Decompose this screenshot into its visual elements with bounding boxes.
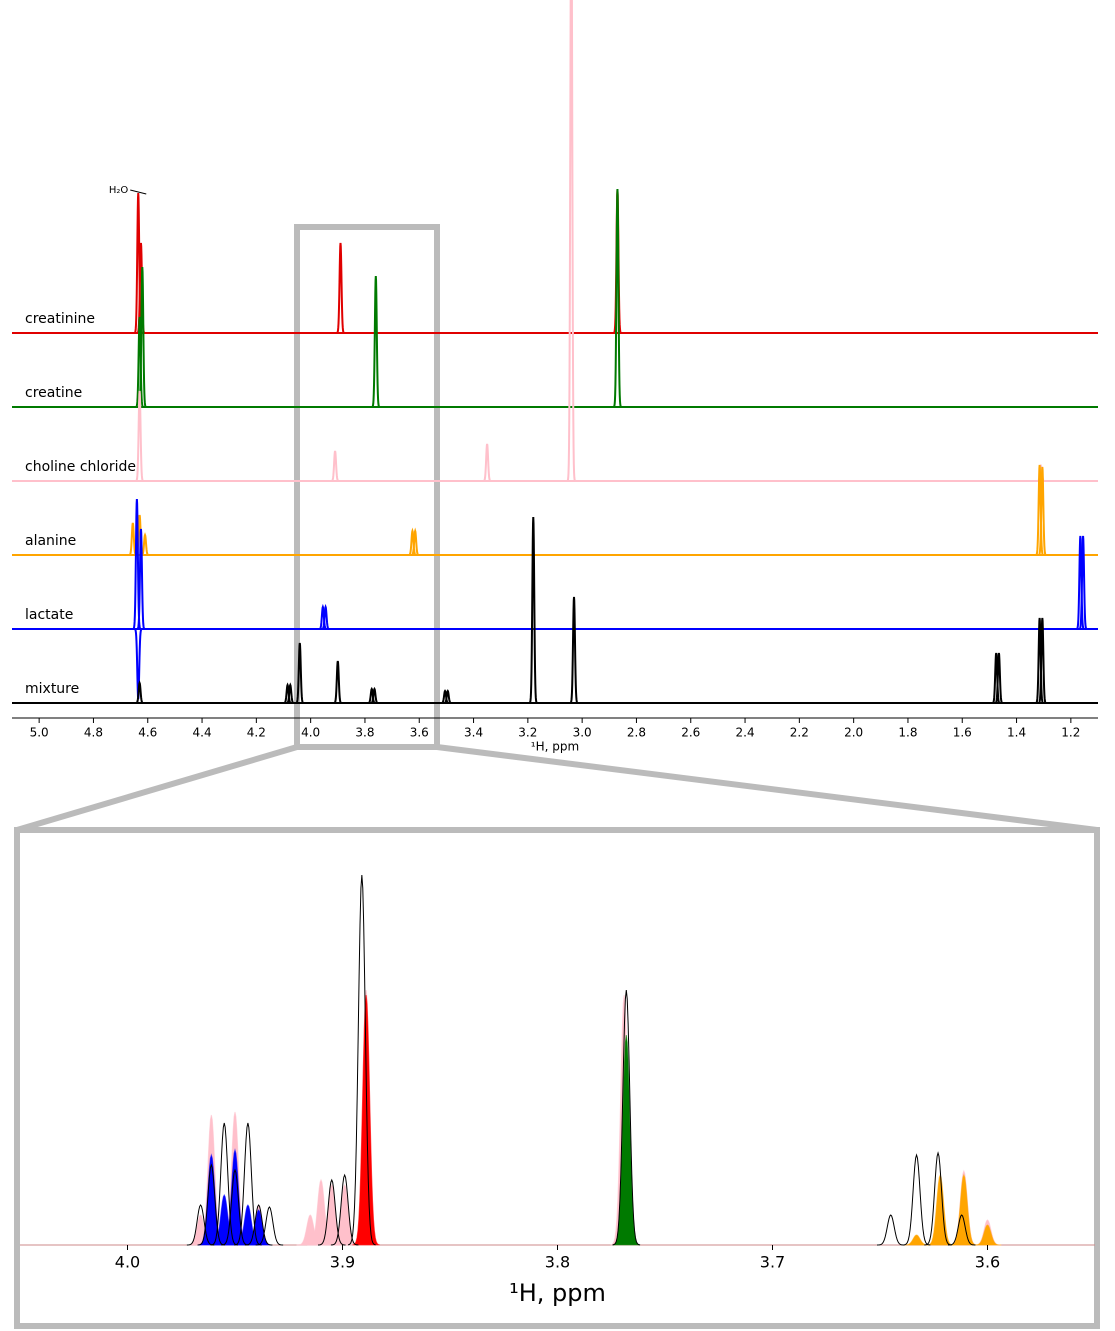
x-tick-label: 4.0 [301,726,320,740]
peak [569,596,579,704]
peak [367,686,376,704]
x-axis-label: ¹H, ppm [531,740,579,754]
peak [135,390,144,482]
peak [244,1204,273,1246]
x-tick-label: 3.9 [330,1253,355,1272]
peak [1038,617,1047,704]
x-tick-label: 3.0 [573,726,592,740]
peak [186,1204,215,1246]
peak [371,275,380,408]
peak [483,443,492,482]
peak [330,1173,359,1246]
peak [286,682,295,704]
x-tick-label: 2.6 [681,726,700,740]
peak [210,1122,239,1246]
x-tick-label: 5.0 [30,726,49,740]
peak [566,0,576,482]
peak [331,450,339,482]
peak [333,660,342,704]
peak [1035,617,1044,704]
trace-label: creatinine [25,311,95,327]
peak [221,1168,249,1246]
peak [443,689,452,704]
peak [352,994,380,1246]
peak [926,1173,954,1246]
peak [612,989,641,1246]
peak [994,652,1003,704]
peak [1078,535,1088,630]
peak [321,603,330,630]
x-tick-label: 4.4 [193,726,212,740]
peak [973,1224,1002,1246]
x-tick-label: 3.4 [464,726,483,740]
x-tick-label: 3.8 [545,1253,570,1272]
peak [135,316,144,408]
peak [255,1206,284,1246]
x-tick-label: 3.6 [410,726,429,740]
zoom-connector [436,744,1098,833]
annotation: H₂O [109,185,129,196]
trace-label: mixture [25,681,79,697]
peak [1038,466,1047,556]
x-tick-label: 2.0 [844,726,863,740]
peak [992,652,1001,704]
peak [411,527,420,556]
peak [197,1163,226,1246]
peak [902,1153,931,1246]
x-tick-label: 1.6 [953,726,972,740]
x-tick-label: 3.7 [760,1253,785,1272]
x-tick-label: 4.8 [84,726,103,740]
x-tick-label: 1.2 [1061,726,1080,740]
x-tick-label: 3.6 [975,1253,1000,1272]
x-tick-label: 2.4 [736,726,755,740]
zoom-region [294,224,440,750]
peak [1035,464,1044,556]
zoom-box [14,827,1100,1329]
x-tick-label: 4.0 [115,1253,140,1272]
peak [370,686,379,704]
peak [408,527,417,556]
peak [876,1214,905,1246]
peak [441,689,449,704]
x-tick-label: 2.8 [627,726,646,740]
trace-label: alanine [25,533,76,549]
peak [924,1151,952,1246]
trace-label: lactate [25,607,73,623]
peak [283,682,292,704]
peak [135,680,144,704]
peak [317,1178,346,1246]
x-tick-label: 4.2 [247,726,266,740]
trace-label: creatine [25,385,82,401]
peak [347,874,376,1246]
peak [295,642,304,704]
trace-label: choline chloride [25,459,136,475]
x-tick-label: 4.6 [138,726,157,740]
x-tick-label: 1.4 [1007,726,1026,740]
zoom-frame [14,224,1100,1329]
peak [950,1173,978,1246]
peak [1076,535,1085,630]
x-tick-label: 3.2 [518,726,537,740]
peak [528,516,538,704]
peak [947,1214,976,1246]
x-tick-label: 3.8 [355,726,374,740]
annotation-line [130,189,147,195]
zoom-connector [16,744,298,833]
peak [336,242,345,334]
peak [613,188,622,408]
x-tick-label: 2.2 [790,726,809,740]
peak [136,528,146,630]
x-axis-label: ¹H, ppm [509,1279,606,1307]
x-tick-label: 1.8 [898,726,917,740]
peak [319,603,327,630]
peak [234,1122,262,1246]
